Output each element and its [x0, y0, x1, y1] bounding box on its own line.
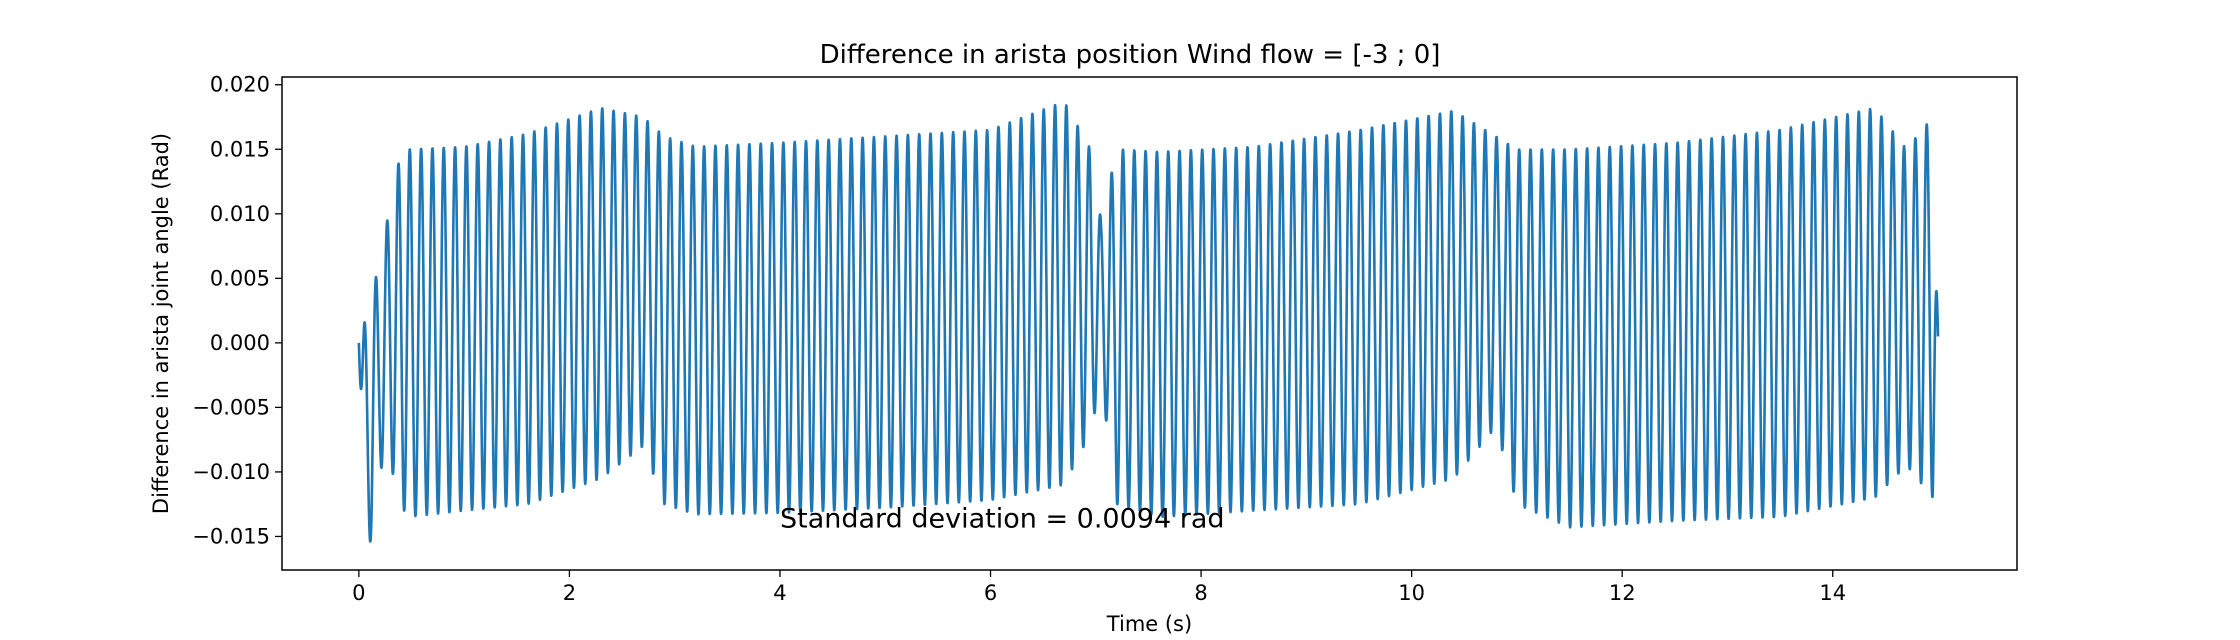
- y-tick-label: −0.005: [192, 395, 270, 419]
- y-tick-label: −0.015: [192, 524, 270, 548]
- y-tick-label: 0.020: [210, 73, 270, 97]
- std-deviation-annotation: Standard deviation = 0.0094 rad: [780, 503, 1225, 534]
- chart-title: Difference in arista position Wind flow …: [820, 40, 1441, 70]
- x-tick-label: 12: [1609, 581, 1636, 605]
- y-axis: −0.015 −0.010 −0.005 0.000 0.005 0.010 0.015 0.…: [192, 73, 282, 548]
- x-tick-label: 4: [773, 581, 786, 605]
- x-axis-label: Time (s): [1106, 612, 1192, 636]
- y-axis-label: Difference in arista joint angle (Rad): [149, 133, 173, 514]
- x-axis: 0 2 4 6 8 10 12 14: [352, 570, 1846, 605]
- series-line: [357, 103, 1940, 543]
- x-tick-label: 0: [352, 581, 365, 605]
- x-tick-label: 2: [563, 581, 576, 605]
- y-tick-label: 0.015: [210, 137, 270, 161]
- y-tick-label: −0.010: [192, 460, 270, 484]
- x-tick-label: 8: [1194, 581, 1207, 605]
- x-tick-label: 14: [1819, 581, 1846, 605]
- plot-frame: [281, 76, 2018, 571]
- x-tick-label: 6: [984, 581, 997, 605]
- y-tick-label: 0.000: [210, 331, 270, 355]
- y-tick-label: 0.010: [210, 202, 270, 226]
- y-tick-label: 0.005: [210, 266, 270, 290]
- x-tick-label: 10: [1398, 581, 1425, 605]
- plot-area: [357, 103, 1940, 543]
